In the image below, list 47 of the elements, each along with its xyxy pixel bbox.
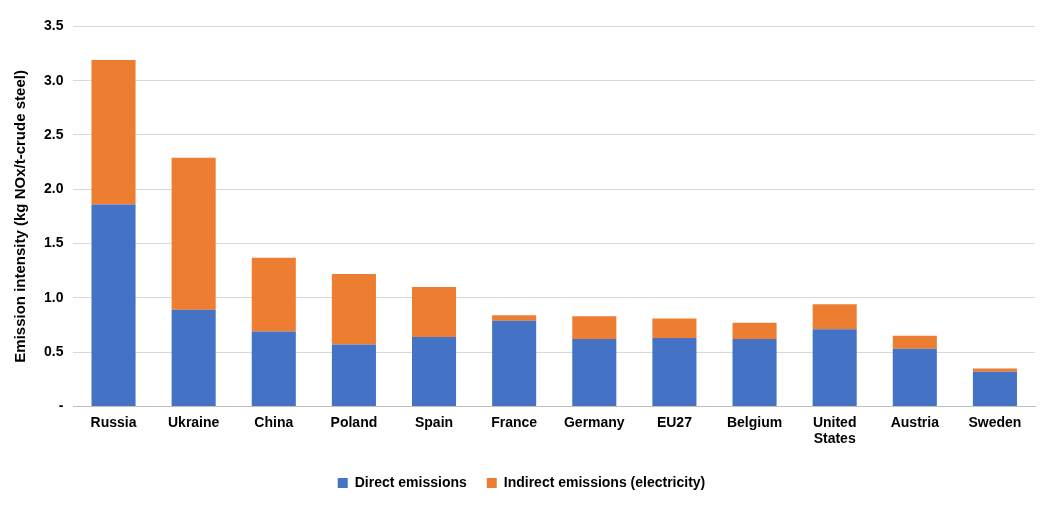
- x-tick-label: Russia: [90, 413, 137, 430]
- y-tick-label: 3.5: [43, 17, 64, 34]
- bar: [652, 338, 697, 406]
- bar: [572, 316, 617, 340]
- bar: [652, 318, 697, 338]
- legend-label: Direct emissions: [354, 473, 467, 490]
- legend-label: Indirect emissions (electricity): [503, 473, 706, 490]
- bar: [251, 331, 296, 406]
- x-tick-label: Ukraine: [167, 413, 220, 430]
- bar: [892, 348, 937, 406]
- bar: [412, 336, 457, 406]
- bar: [732, 322, 777, 340]
- bar: [812, 304, 857, 330]
- bar: [251, 257, 296, 332]
- bar: [812, 329, 857, 406]
- bar: [331, 344, 376, 406]
- x-tick-label: France: [491, 413, 538, 430]
- x-tick-label: EU27: [656, 413, 693, 430]
- y-tick-label: 2.5: [43, 125, 64, 142]
- y-tick-label: 1.5: [43, 234, 64, 251]
- y-tick-label: 1.0: [43, 288, 64, 305]
- bar: [171, 309, 216, 406]
- x-tick-label: Belgium: [726, 413, 783, 430]
- y-tick-label: -: [58, 397, 64, 414]
- bar: [91, 204, 136, 406]
- bar: [572, 339, 617, 406]
- y-axis-title: Emission intensity (kg NOx/t-crude steel): [11, 70, 29, 363]
- x-tick-label: Germany: [563, 413, 625, 430]
- bar: [972, 371, 1017, 406]
- y-tick-label: 3.0: [43, 71, 64, 88]
- x-tick-label: Sweden: [968, 413, 1022, 430]
- bar: [972, 368, 1017, 372]
- bar: [492, 320, 537, 406]
- x-tick-label: China: [254, 413, 294, 430]
- x-tick-label: United States: [812, 413, 857, 447]
- bar: [331, 273, 376, 345]
- bar: [171, 157, 216, 310]
- x-tick-label: Austria: [890, 413, 940, 430]
- bar: [892, 335, 937, 349]
- bar: [91, 60, 136, 205]
- bar: [732, 339, 777, 406]
- x-tick-label: Spain: [414, 413, 454, 430]
- bar: [492, 315, 537, 321]
- y-tick-label: 2.0: [43, 180, 64, 197]
- bar: [412, 286, 457, 337]
- x-tick-label: Poland: [330, 413, 378, 430]
- y-tick-label: 0.5: [43, 342, 64, 359]
